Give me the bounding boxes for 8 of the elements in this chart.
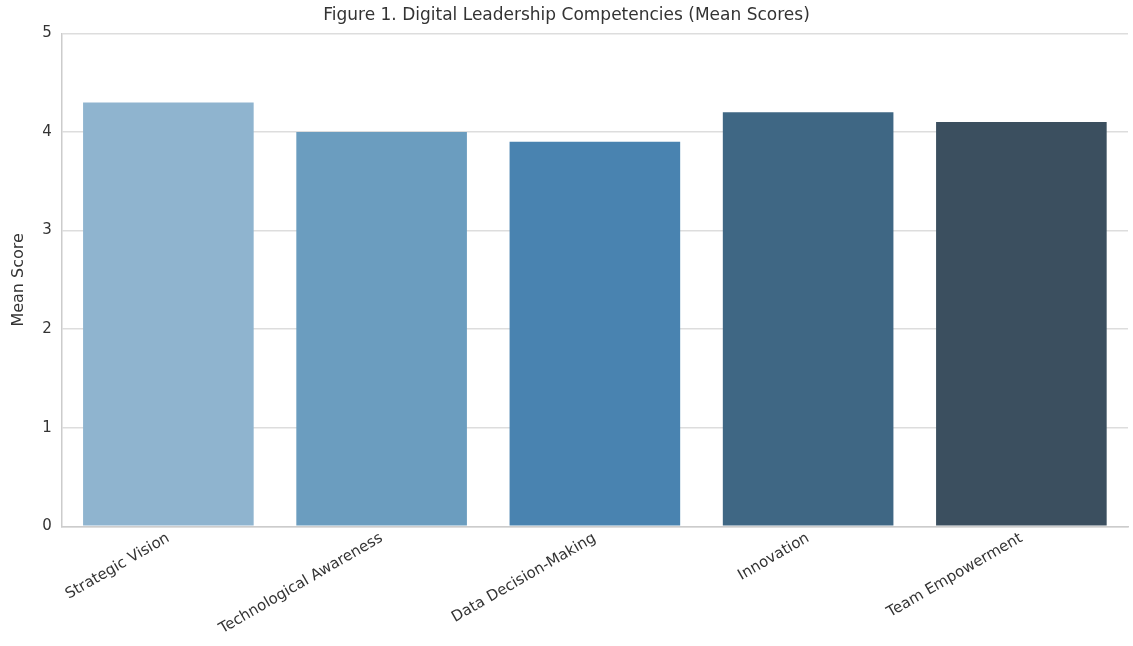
y-tick-label: 5 [42,23,52,42]
chart-title: Figure 1. Digital Leadership Competencies (Mean Scores) [323,3,810,24]
y-axis-title: Mean Score [7,233,27,327]
y-tick-label: 2 [42,319,52,338]
y-tick-label: 3 [42,220,52,239]
y-tick-label: 0 [42,516,52,535]
y-tick-label: 4 [42,121,52,140]
y-tick-label: 1 [42,417,52,436]
